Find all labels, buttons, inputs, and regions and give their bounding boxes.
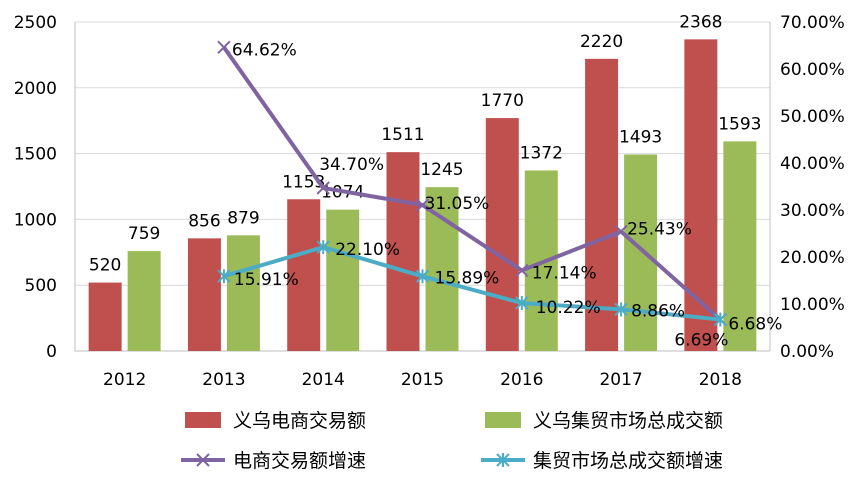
line-data-label: 6.68% — [728, 315, 782, 335]
line-data-label: 10.22% — [536, 298, 601, 318]
y-right-tick-label: 20.00% — [780, 248, 845, 268]
legend-swatch — [185, 412, 221, 428]
x-tick-label: 2012 — [103, 370, 146, 390]
bar-data-label: 2368 — [679, 12, 722, 32]
y-left-tick-label: 0 — [46, 342, 57, 362]
line-marker — [316, 181, 330, 195]
y-left-tick-label: 500 — [25, 276, 57, 296]
bar-data-label: 879 — [227, 208, 259, 228]
line-data-label: 6.69% — [674, 331, 728, 351]
line-data-label: 64.62% — [232, 40, 297, 60]
series-line — [222, 46, 722, 322]
line-data-label: 15.89% — [435, 268, 500, 288]
bar — [684, 39, 718, 351]
line-marker — [713, 312, 728, 327]
legend-label: 义乌电商交易额 — [233, 410, 366, 432]
bar — [624, 154, 658, 351]
y-right-tick-label: 50.00% — [780, 107, 845, 127]
line-marker — [415, 269, 430, 284]
y-left-tick-label: 2500 — [14, 13, 57, 33]
x-tick-label: 2013 — [202, 370, 245, 390]
bar-data-label: 1493 — [619, 128, 662, 148]
line-marker — [196, 453, 210, 467]
line-data-label: 15.91% — [234, 270, 299, 290]
line-marker — [316, 240, 330, 255]
bar — [386, 152, 420, 351]
bar — [287, 199, 321, 351]
x-tick-label: 2016 — [500, 370, 543, 390]
legend-label: 电商交易额增速 — [233, 450, 366, 472]
line-marker — [614, 302, 628, 317]
bar — [88, 282, 122, 351]
legend-swatch — [485, 412, 521, 428]
line-data-label: 34.70% — [319, 155, 384, 175]
line-marker — [515, 263, 529, 278]
x-tick-label: 2017 — [599, 370, 642, 390]
line-data-label: 22.10% — [335, 240, 400, 260]
bar-data-label: 759 — [128, 224, 160, 244]
line-data-label: 8.86% — [631, 301, 685, 321]
y-right-tick-label: 60.00% — [780, 60, 845, 80]
series-line — [223, 245, 721, 322]
y-right-tick-label: 40.00% — [780, 154, 845, 174]
line-data-label: 25.43% — [627, 219, 692, 239]
y-right-tick-label: 0.00% — [780, 342, 834, 362]
line-data-label: 31.05% — [425, 194, 490, 214]
y-right-tick-label: 70.00% — [780, 13, 845, 33]
bar-data-label: 1593 — [718, 114, 761, 134]
bar-data-label: 520 — [89, 256, 121, 276]
bar-data-label: 1511 — [381, 125, 424, 145]
y-right-tick-label: 10.00% — [780, 295, 845, 315]
bar — [425, 187, 459, 351]
y-right-tick-label: 30.00% — [780, 201, 845, 221]
bar — [187, 238, 221, 351]
bar-data-label: 1245 — [420, 160, 463, 180]
line-data-label: 17.14% — [532, 263, 597, 283]
x-tick-label: 2018 — [699, 370, 742, 390]
bar-data-label: 1372 — [520, 143, 563, 163]
bar — [127, 251, 161, 351]
bar — [485, 118, 519, 352]
line-marker — [415, 198, 430, 212]
line-marker — [496, 453, 510, 467]
bar — [585, 58, 619, 352]
bar — [226, 235, 260, 351]
line-marker — [614, 224, 628, 239]
y-left-tick-label: 2000 — [14, 79, 57, 99]
bar — [723, 141, 757, 351]
line-marker — [217, 40, 231, 54]
line-marker — [515, 295, 529, 310]
y-left-tick-label: 1500 — [14, 145, 57, 165]
line-marker — [217, 269, 231, 284]
x-tick-label: 2014 — [302, 370, 345, 390]
bar — [326, 209, 360, 351]
legend-label: 集贸市场总成交额增速 — [533, 450, 723, 472]
legend-label: 义乌集贸市场总成交额 — [533, 410, 723, 432]
y-left-tick-label: 1000 — [14, 210, 57, 230]
x-tick-label: 2015 — [401, 370, 444, 390]
bar-data-label: 2220 — [580, 32, 623, 52]
bar-data-label: 1770 — [481, 91, 524, 111]
bar-data-label: 856 — [188, 211, 220, 231]
